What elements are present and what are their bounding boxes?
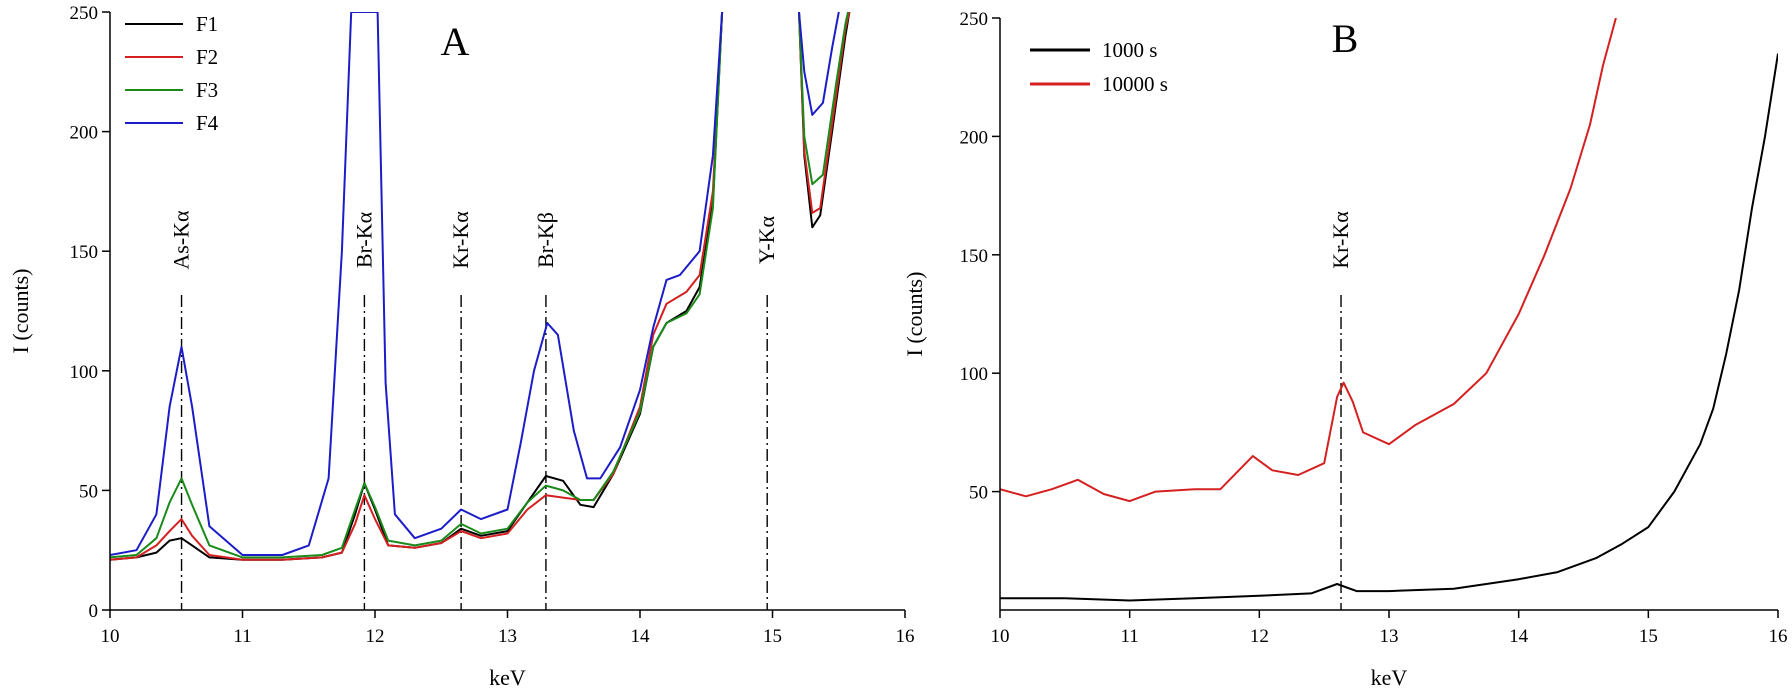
emission-line-label: Br-Kβ (533, 212, 558, 268)
y-tick-label: 100 (960, 364, 989, 385)
x-tick-label: 15 (763, 626, 782, 647)
series-line-segment (798, 12, 840, 116)
x-tick-label: 10 (991, 626, 1010, 647)
panel-letter: A (441, 19, 470, 64)
y-axis-title: I (counts) (902, 272, 927, 357)
emission-line-label: As-Kα (169, 210, 194, 270)
x-tick-label: 15 (1639, 626, 1658, 647)
x-tick-label: 14 (1509, 626, 1529, 647)
x-tick-label: 11 (233, 626, 251, 647)
y-tick-label: 50 (969, 483, 988, 504)
series-line (110, 12, 724, 559)
emission-line-label: Kr-Kα (448, 211, 473, 269)
series-line-segment (798, 12, 849, 186)
series-line (110, 12, 724, 556)
x-tick-label: 16 (1769, 626, 1788, 647)
legend-entry-label: F2 (196, 45, 218, 69)
legend-entry-label: 10000 s (1102, 72, 1168, 96)
x-tick-label: 10 (101, 626, 120, 647)
y-tick-label: 250 (960, 9, 989, 30)
legend-entry-label: F1 (196, 12, 218, 36)
panel-a: As-Kα Br-Kα Kr-Kα Br-Kβ Y-Kα 10 11 12 13 14 15 16 0 5… (8, 3, 915, 690)
y-tick-label: 150 (70, 242, 99, 263)
x-axis-title: keV (489, 665, 526, 690)
y-tick-label: 200 (70, 123, 99, 144)
y-tick-label: 100 (70, 362, 99, 383)
series-line (110, 12, 724, 561)
panel-b: Kr-Kα 10 11 12 13 14 15 16 50 100 150 200 250 keV I (c… (902, 9, 1788, 690)
legend-entry-label: F3 (196, 78, 218, 102)
series-line (1000, 53, 1778, 602)
legend-entry-label: 1000 s (1102, 38, 1157, 62)
x-tick-label: 16 (896, 626, 915, 647)
emission-line-label: Y-Kα (754, 215, 779, 264)
x-tick-label: 13 (1380, 626, 1399, 647)
x-tick-label: 12 (1250, 626, 1269, 647)
y-tick-label: 150 (960, 246, 989, 267)
y-tick-label: 250 (70, 3, 99, 24)
y-tick-label: 0 (89, 601, 99, 622)
x-tick-label: 12 (366, 626, 385, 647)
x-tick-label: 11 (1121, 626, 1139, 647)
panel-letter: B (1332, 16, 1359, 61)
x-tick-label: 13 (498, 626, 517, 647)
y-tick-label: 200 (960, 127, 989, 148)
x-axis-title: keV (1371, 665, 1408, 690)
y-axis-title: I (counts) (8, 269, 33, 354)
y-tick-label: 50 (79, 481, 98, 502)
emission-line-label: Br-Kα (351, 211, 376, 268)
emission-line-label: Kr-Kα (1328, 211, 1353, 269)
x-tick-label: 14 (631, 626, 651, 647)
series-line (1000, 18, 1617, 503)
legend-entry-label: F4 (196, 111, 219, 135)
